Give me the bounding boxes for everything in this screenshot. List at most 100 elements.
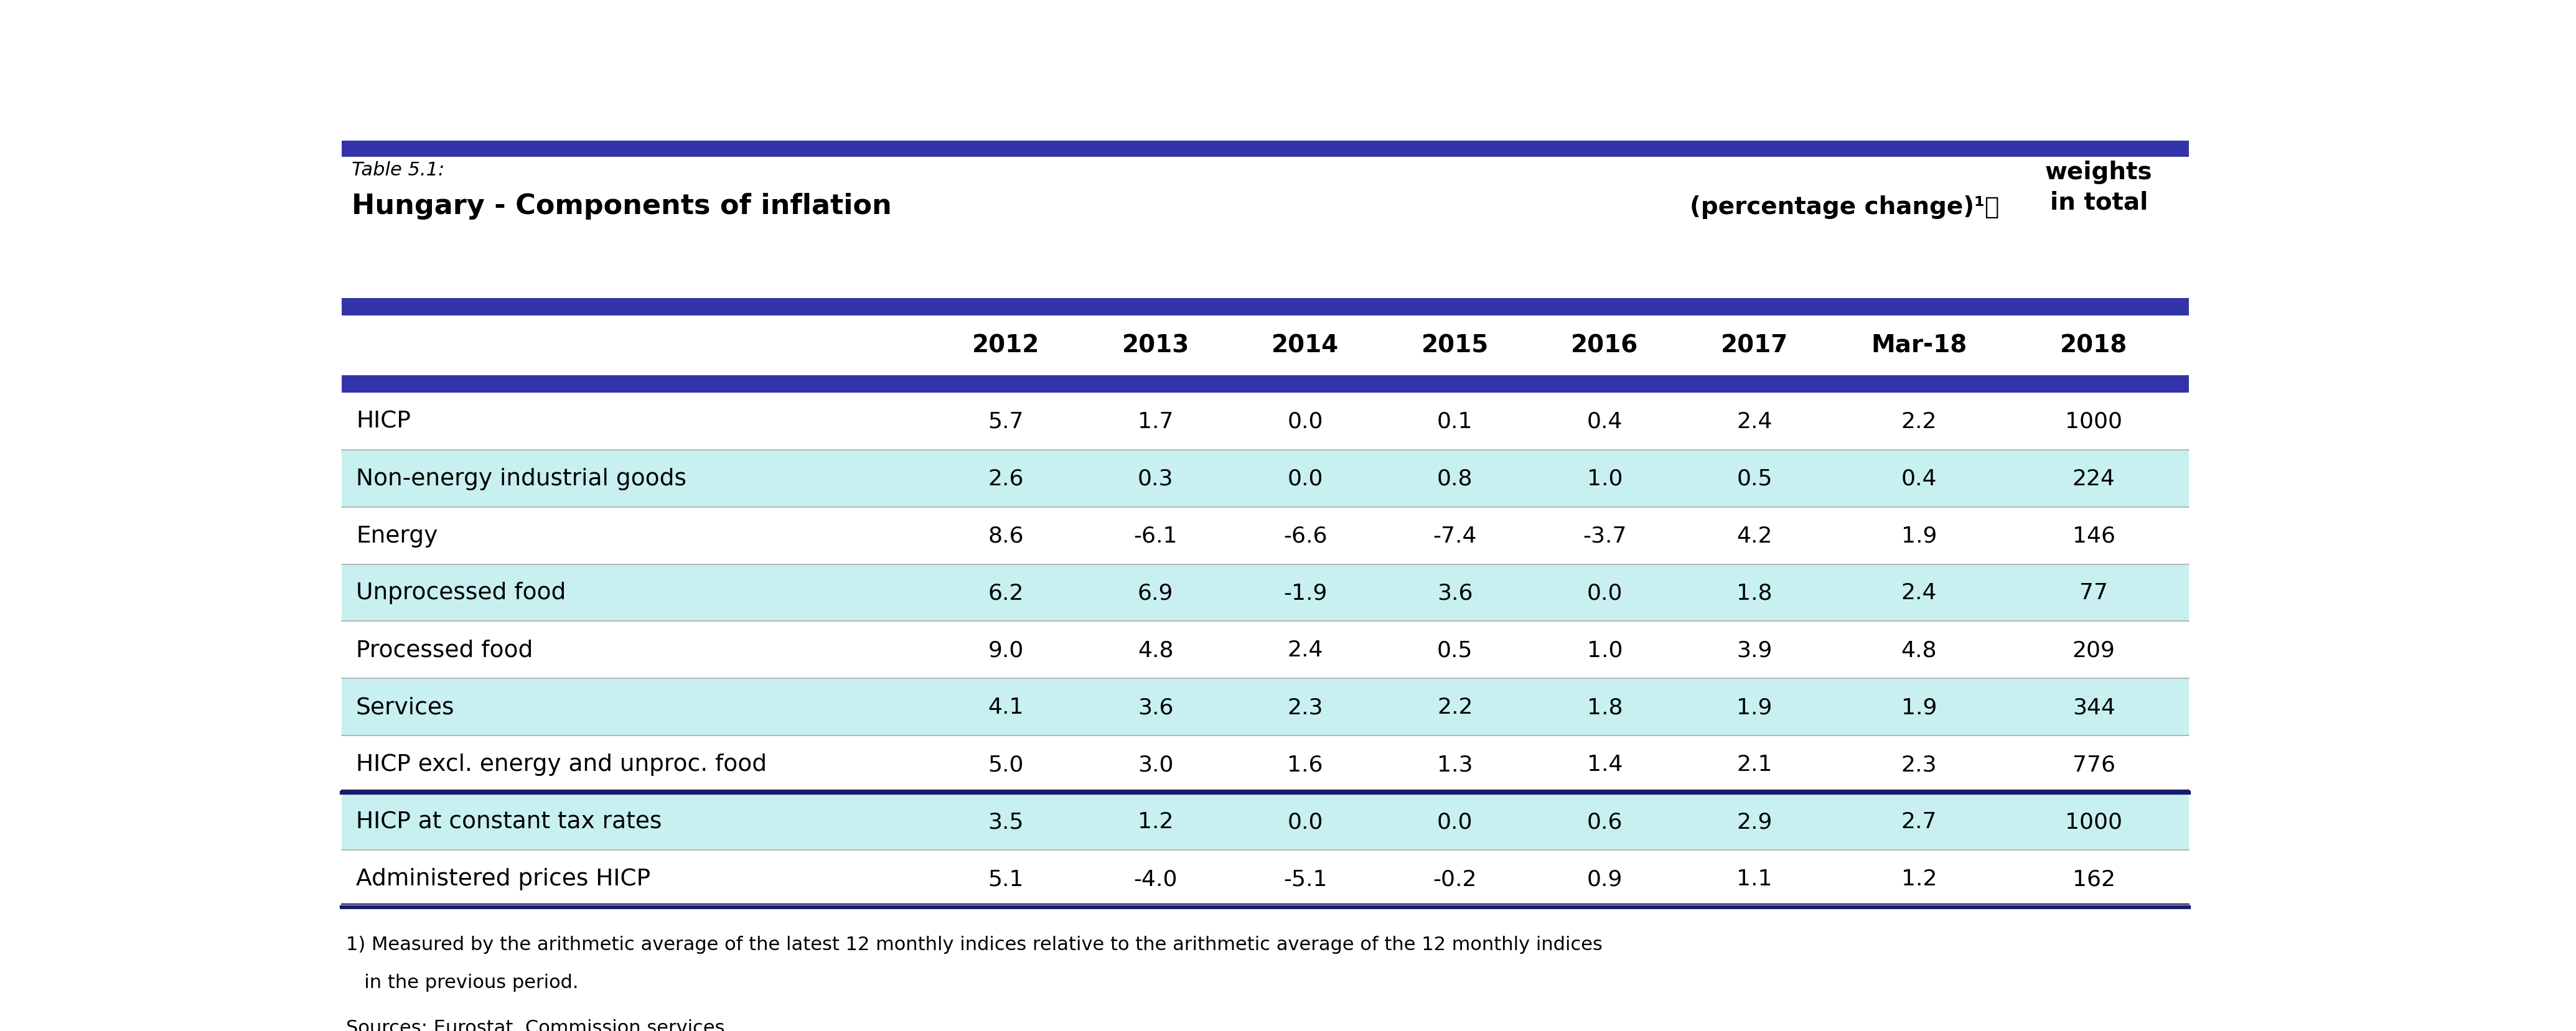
Text: 6.9: 6.9 (1139, 583, 1172, 603)
Text: 224: 224 (2071, 468, 2115, 489)
Text: HICP excl. energy and unproc. food: HICP excl. energy and unproc. food (355, 754, 768, 775)
Text: (percentage change)¹⧯: (percentage change)¹⧯ (1690, 195, 1999, 219)
Text: 2.1: 2.1 (1736, 754, 1772, 775)
Text: 4.1: 4.1 (987, 697, 1023, 718)
Text: Energy: Energy (355, 525, 438, 546)
Text: 1.2: 1.2 (1901, 868, 1937, 890)
Text: 2.2: 2.2 (1901, 410, 1937, 432)
Text: 3.9: 3.9 (1736, 639, 1772, 661)
Text: Processed food: Processed food (355, 639, 533, 661)
Text: 0.4: 0.4 (1901, 468, 1937, 489)
Text: 1000: 1000 (2066, 410, 2123, 432)
Text: 4.8: 4.8 (1901, 639, 1937, 661)
Bar (343, 678, 2190, 736)
Text: 0.5: 0.5 (1736, 468, 1772, 489)
Bar (343, 507, 2190, 564)
Text: Administered prices HICP: Administered prices HICP (355, 867, 649, 890)
Text: in the previous period.: in the previous period. (345, 973, 580, 991)
Bar (343, 564, 2190, 622)
Text: 2016: 2016 (1571, 334, 1638, 358)
Bar (343, 622, 2190, 678)
Text: 0.5: 0.5 (1437, 639, 1473, 661)
Text: HICP: HICP (355, 410, 410, 433)
Text: 2.7: 2.7 (1901, 811, 1937, 832)
Text: Unprocessed food: Unprocessed food (355, 581, 567, 604)
Text: 162: 162 (2071, 868, 2115, 890)
Text: 0.0: 0.0 (1288, 410, 1324, 432)
Text: 77: 77 (2079, 583, 2107, 603)
Text: 1.1: 1.1 (1736, 868, 1772, 890)
Bar (343, 393, 2190, 450)
Text: -4.0: -4.0 (1133, 868, 1177, 890)
Text: -6.1: -6.1 (1133, 525, 1177, 546)
Bar (343, 851, 2190, 907)
Text: 0.0: 0.0 (1288, 468, 1324, 489)
Text: 2015: 2015 (1422, 334, 1489, 358)
Text: 5.0: 5.0 (987, 754, 1023, 775)
Text: 8.6: 8.6 (987, 525, 1023, 546)
Text: HICP at constant tax rates: HICP at constant tax rates (355, 810, 662, 833)
Text: -5.1: -5.1 (1283, 868, 1327, 890)
Text: 5.1: 5.1 (987, 868, 1023, 890)
Text: 2.6: 2.6 (987, 468, 1023, 489)
Text: 3.0: 3.0 (1139, 754, 1175, 775)
Text: 4.2: 4.2 (1736, 525, 1772, 546)
Bar (343, 375, 2190, 393)
Text: 2014: 2014 (1273, 334, 1340, 358)
Text: 2.3: 2.3 (1288, 697, 1324, 718)
Text: weights: weights (2045, 160, 2154, 184)
Text: 1.9: 1.9 (1736, 697, 1772, 718)
Text: 0.4: 0.4 (1587, 410, 1623, 432)
Text: 1.0: 1.0 (1587, 468, 1623, 489)
Text: 0.0: 0.0 (1288, 811, 1324, 832)
Text: 5.7: 5.7 (987, 410, 1023, 432)
Text: -3.7: -3.7 (1582, 525, 1625, 546)
Text: 344: 344 (2071, 697, 2115, 718)
Text: 1.0: 1.0 (1587, 639, 1623, 661)
Text: 0.0: 0.0 (1587, 583, 1623, 603)
Text: in total: in total (2050, 191, 2148, 214)
Text: 1.3: 1.3 (1437, 754, 1473, 775)
Text: -1.9: -1.9 (1283, 583, 1327, 603)
Text: 2.4: 2.4 (1736, 410, 1772, 432)
Text: 4.8: 4.8 (1139, 639, 1175, 661)
Text: -0.2: -0.2 (1432, 868, 1476, 890)
Text: 2.2: 2.2 (1437, 697, 1473, 718)
Text: 1.7: 1.7 (1139, 410, 1175, 432)
Text: 2.4: 2.4 (1288, 639, 1324, 661)
Bar (343, 298, 2190, 315)
Text: 1.6: 1.6 (1288, 754, 1324, 775)
Text: Non-energy industrial goods: Non-energy industrial goods (355, 467, 685, 490)
Text: 1.9: 1.9 (1901, 525, 1937, 546)
Text: 0.0: 0.0 (1437, 811, 1473, 832)
Bar (343, 141, 2190, 157)
Text: 146: 146 (2071, 525, 2115, 546)
Text: Services: Services (355, 696, 453, 719)
Text: 3.6: 3.6 (1437, 583, 1473, 603)
Text: 6.2: 6.2 (987, 583, 1023, 603)
Text: 1.8: 1.8 (1587, 697, 1623, 718)
Text: 2.4: 2.4 (1901, 583, 1937, 603)
Text: 2.3: 2.3 (1901, 754, 1937, 775)
Text: 776: 776 (2071, 754, 2115, 775)
Text: 1.9: 1.9 (1901, 697, 1937, 718)
Text: 0.6: 0.6 (1587, 811, 1623, 832)
Text: 3.6: 3.6 (1139, 697, 1175, 718)
Text: 209: 209 (2071, 639, 2115, 661)
Text: -7.4: -7.4 (1432, 525, 1476, 546)
Text: 2013: 2013 (1121, 334, 1190, 358)
Text: 0.3: 0.3 (1139, 468, 1175, 489)
Text: -6.6: -6.6 (1283, 525, 1327, 546)
Text: 2017: 2017 (1721, 334, 1788, 358)
Text: 1.4: 1.4 (1587, 754, 1623, 775)
Text: 0.1: 0.1 (1437, 410, 1473, 432)
Text: Mar-18: Mar-18 (1870, 334, 1968, 358)
Text: 2.9: 2.9 (1736, 811, 1772, 832)
Text: 1.8: 1.8 (1736, 583, 1772, 603)
Text: 0.8: 0.8 (1437, 468, 1473, 489)
Text: 1.2: 1.2 (1139, 811, 1175, 832)
Bar (343, 793, 2190, 851)
Text: 1000: 1000 (2066, 811, 2123, 832)
Text: Sources: Eurostat, Commission services.: Sources: Eurostat, Commission services. (345, 1019, 732, 1031)
Text: 0.9: 0.9 (1587, 868, 1623, 890)
